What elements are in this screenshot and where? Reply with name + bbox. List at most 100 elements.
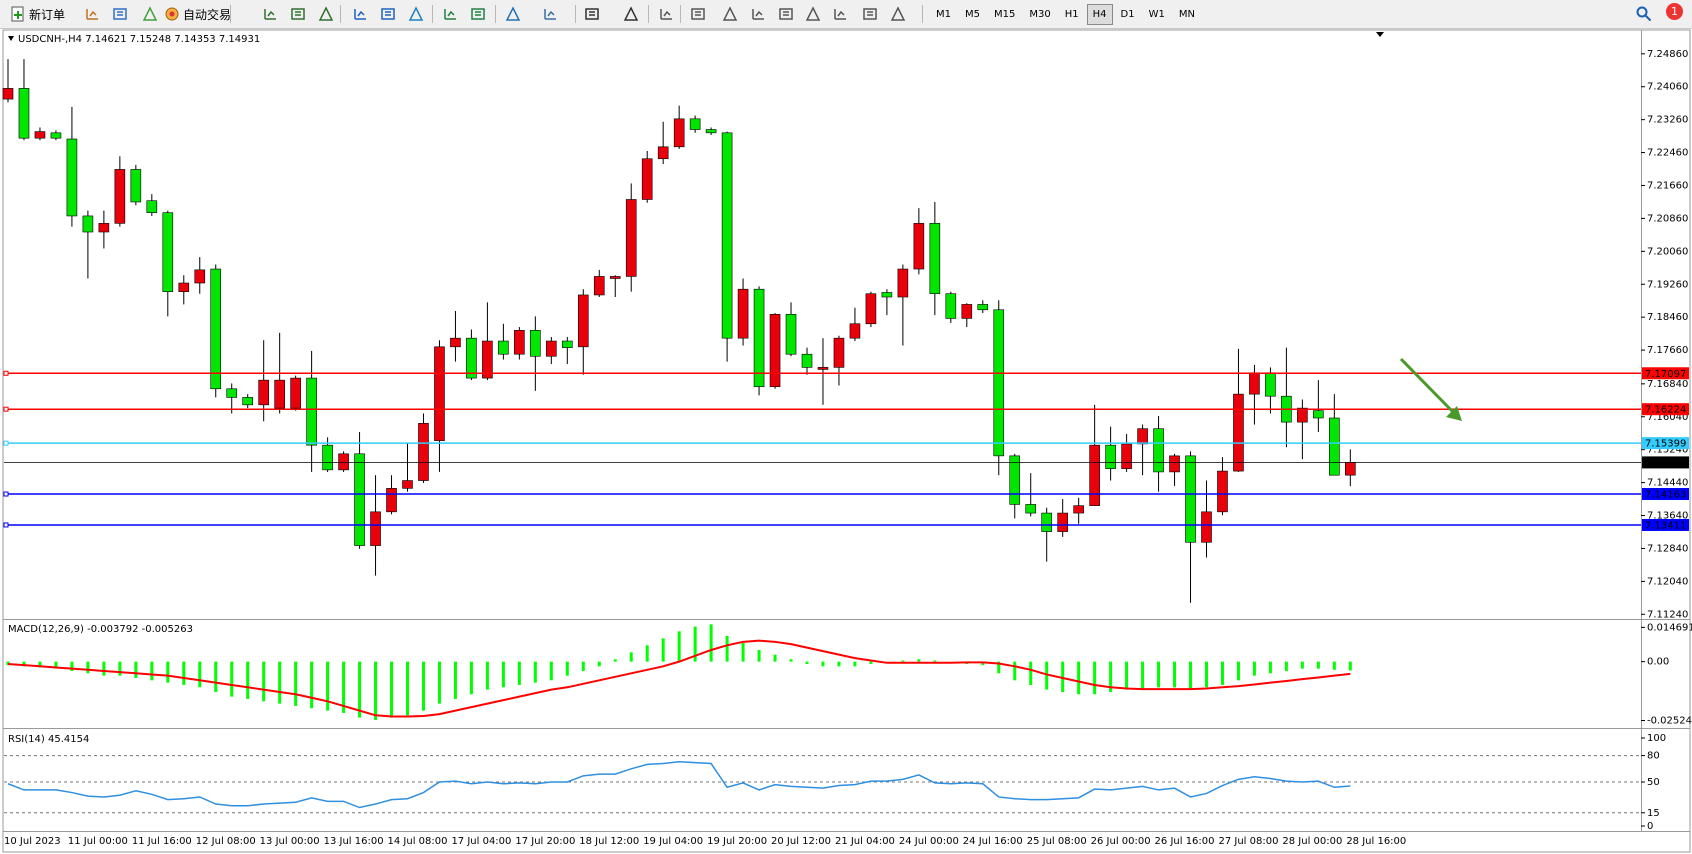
toolbar-icon[interactable] xyxy=(505,6,521,22)
y-tick-label: 0.014691 xyxy=(1647,622,1692,633)
toolbar-icon[interactable] xyxy=(142,6,158,22)
candle-body xyxy=(146,200,158,213)
price-label: 7.13411 xyxy=(1645,520,1686,531)
toolbar-icon[interactable] xyxy=(805,6,821,22)
icon-shape xyxy=(890,6,906,21)
toolbar-icon[interactable] xyxy=(470,6,486,22)
toolbar-icon[interactable] xyxy=(408,6,424,22)
arrow-shaft xyxy=(1399,357,1457,416)
toolbar-icon[interactable] xyxy=(722,6,738,22)
search-icon[interactable] xyxy=(1636,6,1652,22)
icon-shape xyxy=(623,6,639,21)
notification-badge[interactable]: 1 xyxy=(1666,3,1683,20)
toolbar-icon[interactable] xyxy=(262,6,278,22)
toolbar-icon[interactable] xyxy=(84,6,100,22)
toolbar-icon[interactable] xyxy=(623,6,639,22)
toolbar-icon[interactable] xyxy=(380,6,396,22)
candle-body xyxy=(1009,455,1021,505)
candle-body xyxy=(274,379,285,409)
toolbar-icon[interactable] xyxy=(542,6,558,22)
candle-body xyxy=(705,129,717,134)
timeframe-button[interactable]: M1 xyxy=(936,9,951,20)
icon-shape xyxy=(505,6,521,21)
toolbar-icon[interactable] xyxy=(290,6,306,22)
x-tick-label: 26 Jul 00:00 xyxy=(1091,836,1151,847)
y-tick-label: 7.24860 xyxy=(1647,49,1688,60)
x-tick-label: 10 Jul 2023 xyxy=(4,836,61,847)
candle-body xyxy=(913,223,925,270)
toolbar-icon[interactable] xyxy=(584,6,600,22)
timeframe-button[interactable]: D1 xyxy=(1120,9,1135,20)
level-anchor xyxy=(3,522,9,528)
toolbar-separator xyxy=(432,5,433,23)
toolbar-icon[interactable] xyxy=(832,6,848,22)
signal-line xyxy=(7,639,1351,718)
candle-body xyxy=(514,330,525,355)
y-tick-label: 50 xyxy=(1647,777,1660,788)
candle-body xyxy=(609,276,621,279)
x-tick-label: 21 Jul 04:00 xyxy=(835,836,895,847)
auto-trading-button[interactable]: 自动交易 xyxy=(164,4,231,24)
timeframe-button[interactable]: W1 xyxy=(1148,9,1165,20)
x-tick-label: 13 Jul 16:00 xyxy=(324,836,384,847)
candle-body xyxy=(498,340,509,355)
candle-body xyxy=(881,292,893,298)
icon-shape xyxy=(471,8,485,20)
candle-body xyxy=(1233,393,1244,472)
price-label: 7.14163 xyxy=(1645,490,1686,501)
candle-body xyxy=(434,346,445,441)
y-tick-label: 7.15240 xyxy=(1647,445,1688,456)
toolbar-icon[interactable] xyxy=(442,6,458,22)
timeframe-button[interactable]: MN xyxy=(1178,9,1195,20)
x-tick-label: 19 Jul 04:00 xyxy=(643,836,703,847)
toolbar-icon[interactable] xyxy=(352,6,368,22)
auto-trading-icon xyxy=(165,7,179,21)
candle-body xyxy=(18,88,30,139)
price-label-box xyxy=(1642,488,1689,501)
candle-body xyxy=(865,293,877,325)
icon-shape xyxy=(381,8,395,20)
toolbar-icon[interactable] xyxy=(750,6,766,22)
timeframe-button[interactable]: M15 xyxy=(994,9,1016,20)
candle-body xyxy=(162,212,174,292)
rsi-line xyxy=(7,761,1351,809)
candle-body xyxy=(561,340,573,348)
toolbar-icon[interactable] xyxy=(658,6,674,22)
y-tick-label: 15 xyxy=(1647,808,1660,819)
x-tick-label: 25 Jul 08:00 xyxy=(1027,836,1087,847)
icon-shape xyxy=(86,9,98,20)
timeframe-button[interactable]: H1 xyxy=(1064,9,1079,20)
x-tick-label: 11 Jul 16:00 xyxy=(132,836,192,847)
icon-shape xyxy=(291,8,305,20)
toolbar-icon[interactable] xyxy=(890,6,906,22)
candle-body xyxy=(721,132,733,339)
candle-body xyxy=(290,377,301,409)
timeframe-button[interactable]: H4 xyxy=(1086,4,1113,25)
candle-body xyxy=(593,276,605,296)
toolbar-icon[interactable] xyxy=(112,6,128,22)
low-value: 7.14353 xyxy=(174,34,215,45)
macd-value: -0.003792 xyxy=(87,624,138,635)
candle-body xyxy=(34,131,46,139)
toolbar: 新订单 自动交易 M1 M5 M15 M30 H1 H4 D1 W1 MN 1 xyxy=(0,0,1692,29)
toolbar-icon[interactable] xyxy=(778,6,794,22)
price-label-box xyxy=(1642,518,1689,531)
y-tick-label: 7.19260 xyxy=(1647,279,1688,290)
candle-body xyxy=(66,138,78,217)
icon-shape xyxy=(752,9,764,20)
new-order-button[interactable]: 新订单 xyxy=(10,4,65,24)
toolbar-icon[interactable] xyxy=(862,6,878,22)
y-tick-label: 7.11240 xyxy=(1647,609,1688,620)
y-tick-label: 7.23260 xyxy=(1647,115,1688,126)
candle-body xyxy=(1345,462,1356,476)
timeframe-button[interactable]: M5 xyxy=(965,9,980,20)
high-value: 7.15248 xyxy=(130,34,171,45)
timeframe-button[interactable]: M30 xyxy=(1029,9,1051,20)
toolbar-icon[interactable] xyxy=(690,6,706,22)
x-tick-label: 24 Jul 00:00 xyxy=(899,836,959,847)
rsi-value: 45.4154 xyxy=(48,734,89,745)
toolbar-icon[interactable] xyxy=(318,6,334,22)
icon-shape xyxy=(779,8,793,20)
candle-body xyxy=(641,158,653,200)
